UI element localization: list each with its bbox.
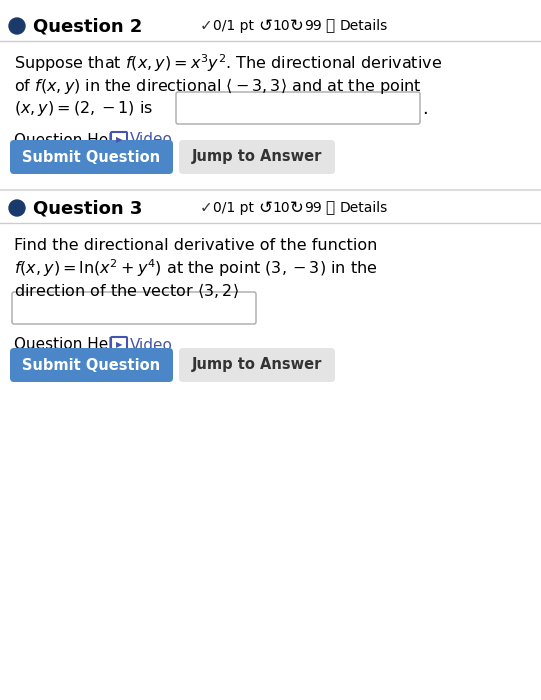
Text: ▶: ▶ [116, 136, 122, 144]
FancyBboxPatch shape [12, 292, 256, 324]
Text: ↻: ↻ [290, 199, 304, 217]
Text: 99: 99 [304, 201, 322, 215]
Text: ↻: ↻ [290, 17, 304, 35]
Text: Details: Details [340, 201, 388, 215]
FancyBboxPatch shape [111, 132, 127, 148]
Circle shape [9, 18, 25, 34]
Text: ⓘ: ⓘ [325, 18, 334, 34]
FancyBboxPatch shape [179, 140, 335, 174]
Text: 0/1 pt: 0/1 pt [213, 19, 254, 33]
Text: Suppose that $f(x, y) = x^3y^2$. The directional derivative: Suppose that $f(x, y) = x^3y^2$. The dir… [14, 52, 442, 74]
Text: Submit Question: Submit Question [22, 150, 161, 164]
FancyBboxPatch shape [10, 348, 173, 382]
Text: 99: 99 [304, 19, 322, 33]
Text: $(x, y) = (2, -1)$ is: $(x, y) = (2, -1)$ is [14, 99, 153, 118]
Text: Jump to Answer: Jump to Answer [192, 358, 322, 372]
Text: Jump to Answer: Jump to Answer [192, 150, 322, 164]
Text: ✓: ✓ [200, 200, 213, 216]
Text: Video: Video [130, 337, 173, 353]
Text: Question 2: Question 2 [33, 17, 142, 35]
Text: Question 3: Question 3 [33, 199, 142, 217]
FancyBboxPatch shape [111, 337, 127, 353]
Text: Question Help:: Question Help: [14, 132, 127, 148]
Circle shape [9, 200, 25, 216]
Text: Find the directional derivative of the function: Find the directional derivative of the f… [14, 237, 378, 253]
FancyBboxPatch shape [179, 348, 335, 382]
Text: of $f(x, y)$ in the directional $\langle -3, 3 \rangle$ and at the point: of $f(x, y)$ in the directional $\langle… [14, 76, 421, 96]
FancyBboxPatch shape [176, 92, 420, 124]
Text: ⓘ: ⓘ [325, 200, 334, 216]
Text: Submit Question: Submit Question [22, 358, 161, 372]
Text: .: . [422, 100, 428, 118]
Text: ▶: ▶ [116, 340, 122, 349]
Text: ↺: ↺ [258, 199, 272, 217]
Text: Video: Video [130, 132, 173, 148]
Text: $f(x, y) = \ln(x^2 + y^4)$ at the point $(3, -3)$ in the: $f(x, y) = \ln(x^2 + y^4)$ at the point … [14, 257, 378, 279]
Text: Details: Details [340, 19, 388, 33]
Text: 10: 10 [272, 19, 289, 33]
Text: 0/1 pt: 0/1 pt [213, 201, 254, 215]
FancyBboxPatch shape [10, 140, 173, 174]
Text: ✓: ✓ [200, 18, 213, 34]
Text: Question Help:: Question Help: [14, 337, 127, 353]
Text: ↺: ↺ [258, 17, 272, 35]
Text: 10: 10 [272, 201, 289, 215]
Text: direction of the vector $\langle 3, 2 \rangle$: direction of the vector $\langle 3, 2 \r… [14, 282, 239, 300]
